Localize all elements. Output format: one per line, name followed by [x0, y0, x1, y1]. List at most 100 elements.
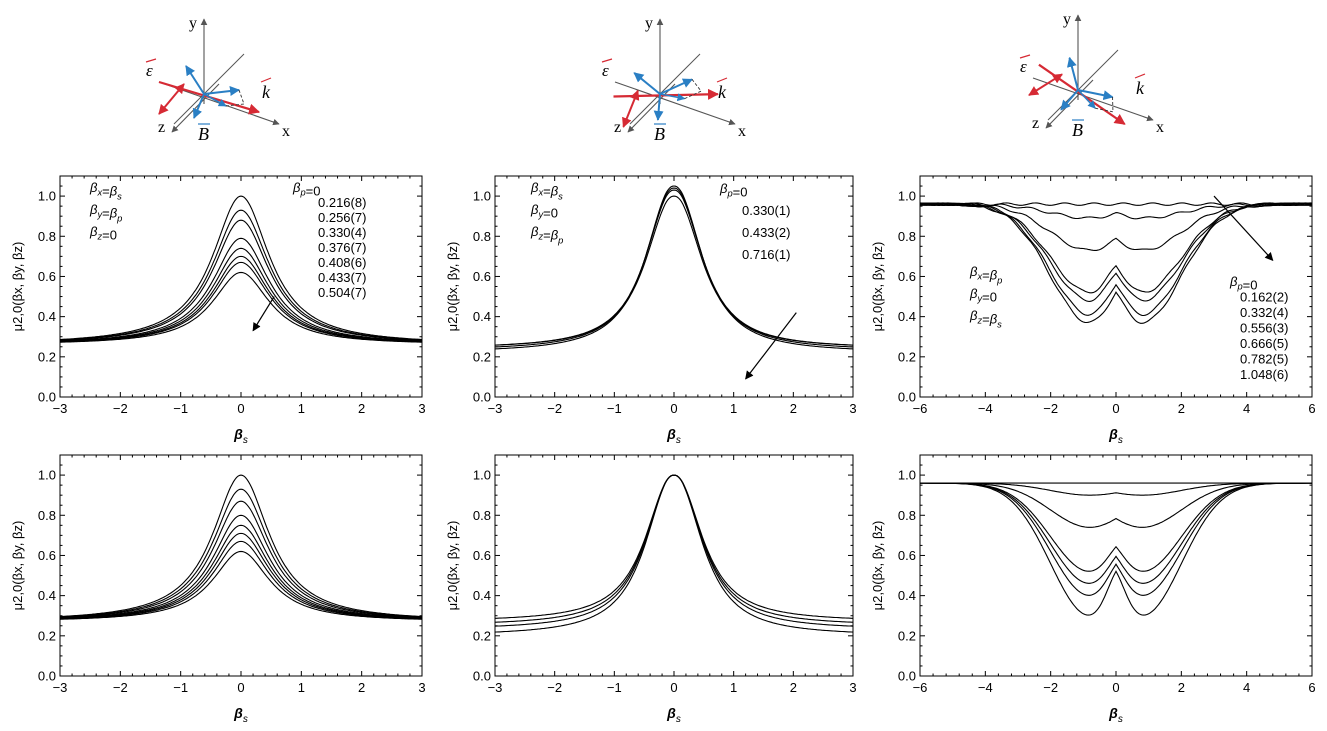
y-tick-label: 0.0	[473, 390, 491, 405]
b-vector-arrow	[1060, 89, 1079, 111]
series-line	[60, 237, 422, 342]
k-label-arrowbar	[1134, 73, 1146, 79]
x-tick-label: −3	[53, 401, 68, 416]
y-tick-label: 0.6	[38, 548, 56, 563]
epsilon-label-arrowbar	[601, 58, 613, 63]
x-axis-label: βs	[666, 705, 681, 725]
series-line	[60, 500, 422, 619]
x-tick-label: −1	[173, 680, 188, 695]
condition-label: βx=βs	[530, 180, 563, 201]
x-tick-label: 0	[237, 401, 244, 416]
x-tick-label: −3	[53, 680, 68, 695]
series-line	[60, 532, 422, 620]
x-tick-label: 1	[298, 680, 305, 695]
b-vector-arrow	[1077, 89, 1096, 109]
legend-value: 0.716(1)	[742, 247, 790, 262]
series-line	[495, 187, 853, 348]
y-tick-label: 1.0	[38, 468, 56, 483]
legend-value: 0.408(6)	[318, 255, 366, 270]
x-tick-label: −6	[913, 401, 928, 416]
series-line	[60, 255, 422, 343]
x-tick-label: 0	[1112, 401, 1119, 416]
legend-header: βp=0	[292, 180, 320, 199]
series-line	[920, 202, 1312, 317]
b-vector-arrow	[1077, 89, 1114, 101]
x-tick-label: 0	[237, 680, 244, 695]
series-line	[495, 189, 853, 346]
series-line	[60, 488, 422, 618]
k-vector-label: k	[262, 82, 271, 102]
y-tick-label: 0.2	[473, 628, 491, 643]
series-group	[920, 482, 1312, 616]
epsilon-vector-label: ε	[146, 61, 153, 80]
legend-value: 0.216(8)	[318, 195, 366, 210]
legend-value: 0.376(7)	[318, 240, 366, 255]
series-line	[920, 202, 1312, 206]
b-vector-label: B	[654, 124, 665, 144]
y-tick-label: 0.4	[38, 588, 56, 603]
y-tick-label: 0.8	[898, 508, 916, 523]
x-tick-label: 6	[1308, 401, 1315, 416]
b-vector-label: B	[198, 124, 209, 144]
legend-value: 0.256(7)	[318, 210, 366, 225]
y-tick-label: 0.4	[38, 309, 56, 324]
x-tick-label: 4	[1243, 401, 1250, 416]
series-line	[60, 524, 422, 619]
plot-frame	[919, 454, 1313, 677]
x-tick-label: 6	[1308, 680, 1315, 695]
legend-header: βp=0	[719, 181, 747, 200]
axis-x-label: x	[738, 123, 746, 140]
series-line	[495, 185, 853, 350]
x-tick-label: −2	[547, 680, 562, 695]
y-tick-label: 0.0	[898, 669, 916, 684]
y-tick-label: 0.4	[473, 588, 491, 603]
x-tick-label: −6	[913, 680, 928, 695]
condition-label: βy=0	[530, 202, 558, 221]
legend-value: 1.048(6)	[1240, 367, 1288, 382]
b-vector-arrow	[659, 78, 693, 95]
x-tick-label: −2	[1043, 401, 1058, 416]
axis-z-label: z	[158, 119, 165, 136]
panels-layer: −3 −2 −1 0 1 2 3 0.0 0.2 0.4 0.6 0.8 1.0 βs μ2,0(βx, β…	[10, 175, 1316, 725]
series-group	[60, 195, 422, 343]
x-tick-label: 2	[1178, 680, 1185, 695]
series-line	[495, 474, 853, 623]
x-tick-label: −1	[173, 401, 188, 416]
y-tick-label: 0.2	[473, 349, 491, 364]
legend-value: 0.332(4)	[1240, 305, 1288, 320]
y-tick-label: 0.4	[473, 309, 491, 324]
series-line	[60, 550, 422, 620]
x-axis-label: βs	[233, 705, 248, 725]
condition-label: βz=βs	[969, 308, 1002, 329]
y-tick-label: 0.6	[898, 548, 916, 563]
y-tick-label: 0.8	[38, 229, 56, 244]
y-axis-label: μ2,0(βx, βy, βz)	[445, 242, 460, 332]
panel-top-right: −6 −4 −2 0 2 4 6 0.0 0.2 0.4 0.6 0.8 1.0 βs μ2,0(βx, β…	[870, 175, 1316, 446]
x-tick-label: 1	[298, 401, 305, 416]
x-tick-label: 2	[358, 401, 365, 416]
b-vector-arrow	[185, 65, 205, 95]
y-tick-label: 1.0	[473, 468, 491, 483]
y-tick-label: 1.0	[898, 468, 916, 483]
epsilon-vector-arrow	[1028, 73, 1063, 96]
x-axis-label: βs	[233, 426, 248, 446]
series-line	[60, 540, 422, 620]
b-vector-arrow	[659, 93, 686, 102]
dashed-guide	[225, 89, 245, 107]
series-line	[60, 514, 422, 619]
x-axis-label: βs	[666, 426, 681, 446]
condition-label: βx=βp	[969, 264, 1002, 285]
b-vector-arrow	[653, 93, 664, 121]
series-line	[60, 261, 422, 343]
k-label-arrowbar	[716, 77, 728, 83]
y-tick-label: 1.0	[898, 189, 916, 204]
x-tick-label: −4	[978, 401, 993, 416]
x-tick-label: 0	[1112, 680, 1119, 695]
legend-header: βp=0	[1229, 274, 1257, 293]
x-axis-label: βs	[1108, 705, 1123, 725]
series-line	[920, 482, 1312, 616]
trend-arrow	[252, 296, 275, 332]
y-tick-label: 0.8	[38, 508, 56, 523]
y-tick-label: 0.2	[898, 628, 916, 643]
